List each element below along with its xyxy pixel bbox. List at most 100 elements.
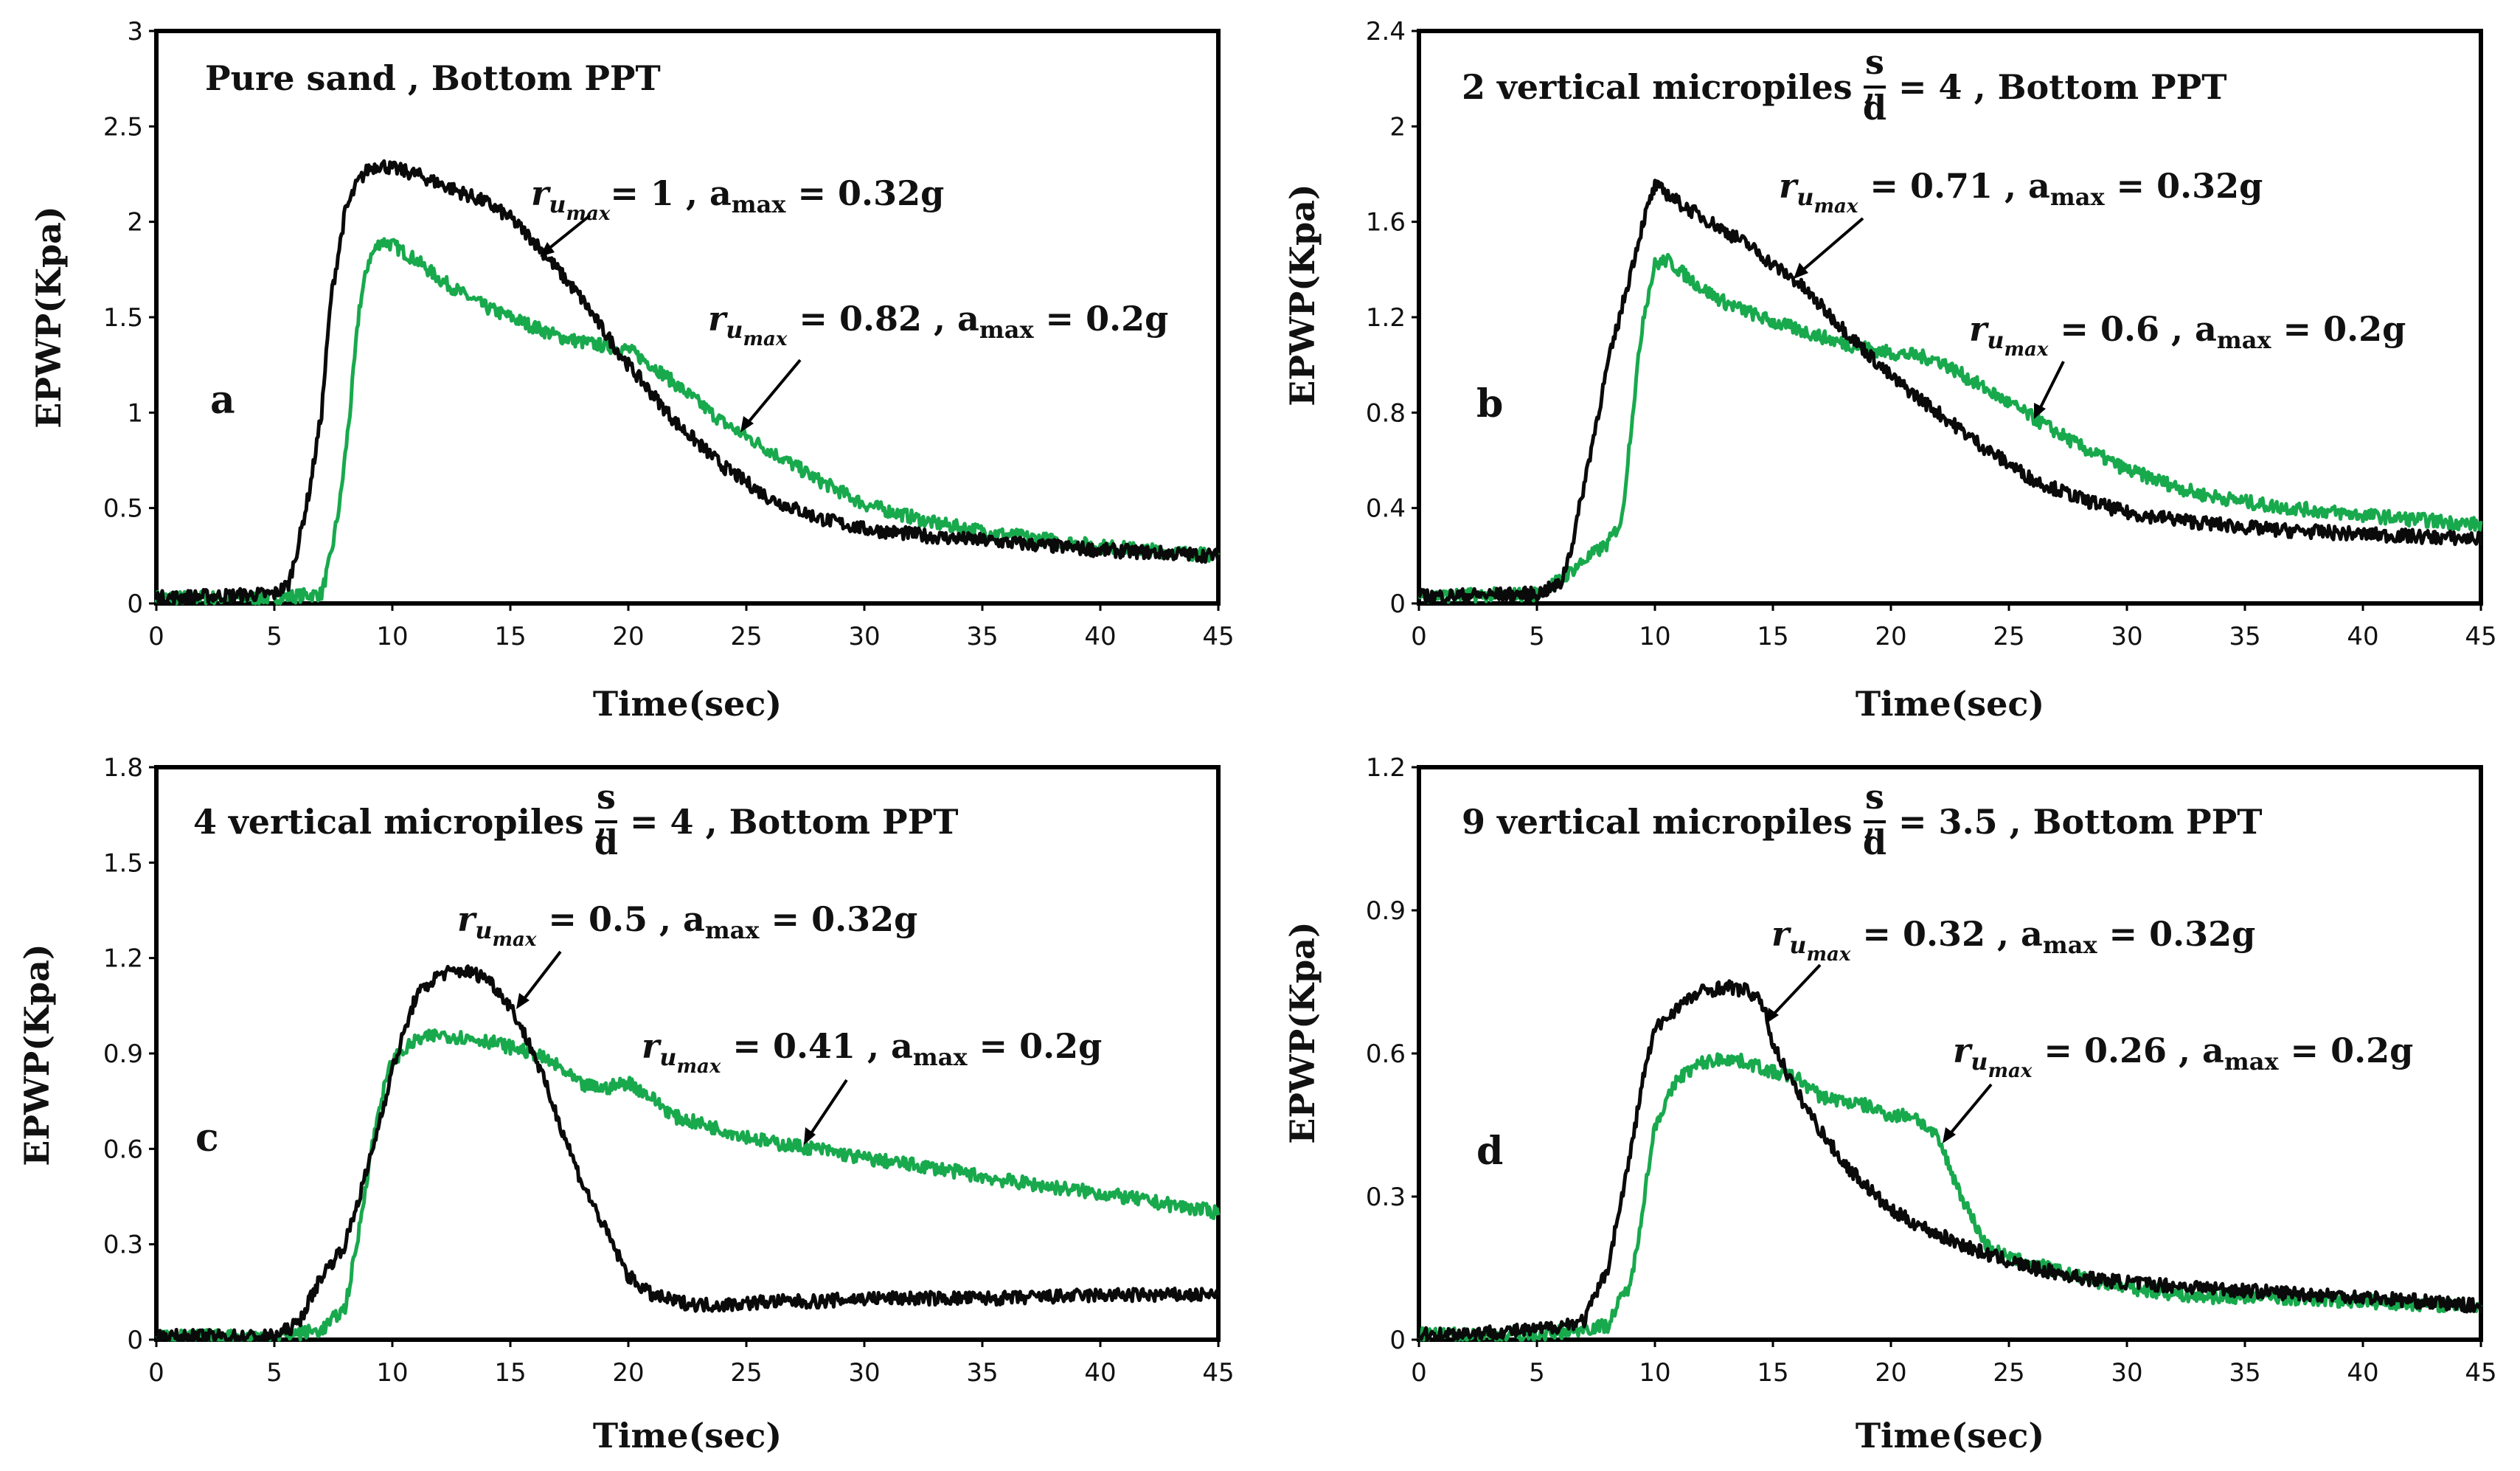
y-tick-label: 0	[127, 589, 143, 619]
panel-b: 0 0.4 0.8 1.2 1.6 2 2.4 0 5 10 15 20 25 30 35 40 45 2 v…	[1282, 17, 2497, 724]
annotation-green: rumax = 0.82 , amax = 0.2g	[708, 299, 1168, 432]
y-tick-label: 1.5	[103, 303, 143, 333]
arrow-head	[1794, 263, 1808, 279]
x-tick-label: 15	[494, 622, 526, 651]
x-tick-label: 20	[1875, 622, 1906, 651]
arrow-head	[1943, 1127, 1956, 1143]
arrow-head	[540, 242, 555, 257]
x-tick-label: 45	[2465, 622, 2496, 651]
series-group	[1417, 179, 2483, 605]
x-tick-label: 0	[1411, 622, 1427, 651]
y-tick-label: 0	[1389, 1326, 1406, 1355]
svg-text:rumax = 0.32 , amax = 0.32g: rumax = 0.32 , amax = 0.32g	[1771, 914, 2255, 966]
panel-title: Pure sand , Bottom PPT	[205, 58, 661, 98]
x-tick-label: 10	[376, 622, 408, 651]
series-line-green	[1417, 252, 2483, 605]
annotation-arrow	[1798, 217, 1864, 274]
x-tick-label: 25	[730, 1358, 762, 1388]
y-tick-label: 2.4	[1366, 17, 1406, 46]
plot-frame	[154, 29, 1221, 606]
panel-d: 0 0.3 0.6 0.9 1.2 0 5 10 15 20 25 30 35 40 45 9 verti…	[1282, 753, 2497, 1456]
y-ticks: 0 0.4 0.8 1.2 1.6 2 2.4	[1366, 17, 1419, 619]
y-tick-label: 0.9	[103, 1039, 143, 1069]
annotation-black: rumax= 1 , amax = 0.32g	[531, 173, 944, 257]
x-axis-title: Time(sec)	[1856, 1416, 2044, 1456]
x-tick-label: 5	[266, 622, 282, 651]
panel-title-suffix: = 4 , Bottom PPT	[1898, 67, 2226, 107]
x-axis-title: Time(sec)	[1856, 684, 2044, 724]
x-tick-label: 35	[966, 1358, 998, 1388]
x-axis-title: Time(sec)	[593, 684, 782, 724]
series-group	[154, 159, 1221, 606]
x-tick-label: 25	[1993, 1358, 2024, 1388]
x-tick-label: 20	[612, 1358, 644, 1388]
annotation-arrow	[2037, 361, 2065, 412]
svg-text:rumax = 0.82 , amax = 0.2g: rumax = 0.82 , amax = 0.2g	[708, 299, 1168, 350]
series-line-black	[1417, 179, 2483, 605]
x-axis-title: Time(sec)	[593, 1416, 782, 1456]
y-tick-label: 3	[127, 17, 143, 46]
arrow-head	[740, 416, 754, 432]
panel-letter: a	[210, 378, 235, 423]
arrow-head	[1766, 1008, 1779, 1024]
annotation-black: rumax = 0.71 , amax = 0.32g	[1779, 166, 2263, 279]
y-ticks: 0 0.3 0.6 0.9 1.2 1.5 1.8	[103, 753, 156, 1355]
x-tick-label: 20	[612, 622, 644, 651]
x-tick-label: 5	[266, 1358, 282, 1388]
y-tick-label: 1.8	[103, 753, 143, 783]
series-line-black	[156, 964, 1221, 1342]
x-tick-label: 45	[2465, 1358, 2496, 1388]
x-tick-label: 5	[1529, 622, 1545, 651]
series-group	[155, 964, 1221, 1342]
x-tick-label: 25	[1993, 622, 2024, 651]
y-ticks: 0 0.5 1 1.5 2 2.5 3	[103, 17, 156, 619]
panel-title-suffix: = 4 , Bottom PPT	[630, 802, 958, 842]
y-tick-label: 0.6	[103, 1135, 143, 1164]
x-ticks: 0 5 10 15 20 25 30 35 40 45	[148, 603, 1235, 651]
arrow-head	[804, 1127, 816, 1145]
y-tick-label: 2.5	[103, 112, 143, 142]
panel-a: 0 0.5 1 1.5 2 2.5 3 0 5 10 15 20 25 30 35 40 45 Pure sa…	[29, 17, 1235, 724]
x-tick-label: 10	[1639, 1358, 1670, 1388]
annotation-green: rumax = 0.26 , amax = 0.2g	[1943, 1031, 2413, 1143]
series-group	[1417, 979, 2483, 1342]
x-tick-label: 30	[848, 1358, 880, 1388]
x-tick-label: 30	[2111, 622, 2142, 651]
x-tick-label: 35	[2229, 1358, 2260, 1388]
arrow-head	[516, 993, 530, 1009]
title-fraction-denominator: d	[1863, 88, 1886, 128]
y-ticks: 0 0.3 0.6 0.9 1.2	[1366, 753, 1419, 1355]
annotation-arrow	[543, 214, 591, 254]
x-tick-label: 35	[2229, 622, 2260, 651]
svg-text:rumax= 1 , amax = 0.32g: rumax= 1 , amax = 0.32g	[531, 173, 944, 225]
y-axis-title: EPWP(Kpa)	[17, 944, 57, 1166]
y-axis-title: EPWP(Kpa)	[29, 206, 69, 428]
y-tick-label: 1.2	[1366, 303, 1406, 333]
panel-c: 0 0.3 0.6 0.9 1.2 1.5 1.8 0 5 10 15 20 25 30 35 40 45 4…	[17, 753, 1235, 1456]
x-tick-label: 5	[1529, 1358, 1545, 1388]
x-tick-label: 40	[2347, 622, 2378, 651]
annotation-green: rumax = 0.6 , amax = 0.2g	[1969, 309, 2406, 419]
svg-text:rumax = 0.41 , amax = 0.2g: rumax = 0.41 , amax = 0.2g	[642, 1026, 1102, 1078]
annotation-black: rumax = 0.5 , amax = 0.32g	[457, 899, 917, 1009]
x-tick-label: 25	[730, 622, 762, 651]
x-tick-label: 15	[1757, 622, 1788, 651]
y-tick-label: 0.3	[1366, 1183, 1406, 1212]
y-tick-label: 1.5	[103, 848, 143, 878]
x-tick-label: 35	[966, 622, 998, 651]
y-axis-title: EPWP(Kpa)	[1282, 921, 1322, 1143]
annotation-arrow	[519, 950, 562, 1005]
x-tick-label: 40	[1084, 1358, 1116, 1388]
x-ticks: 0 5 10 15 20 25 30 35 40 45	[1411, 1340, 2497, 1388]
svg-text:rumax = 0.6 , amax = 0.2g: rumax = 0.6 , amax = 0.2g	[1969, 309, 2406, 361]
title-fraction-denominator: d	[1863, 823, 1886, 862]
title-fraction-denominator: d	[594, 823, 618, 862]
x-tick-label: 0	[1411, 1358, 1427, 1388]
x-tick-label: 0	[148, 1358, 164, 1388]
y-tick-label: 0.9	[1366, 896, 1406, 926]
x-ticks: 0 5 10 15 20 25 30 35 40 45	[1411, 603, 2497, 651]
y-tick-label: 1.2	[103, 944, 143, 974]
y-tick-label: 2	[1389, 112, 1406, 142]
title-fraction-numerator: s	[597, 777, 616, 817]
title-fraction-numerator: s	[1865, 42, 1884, 82]
